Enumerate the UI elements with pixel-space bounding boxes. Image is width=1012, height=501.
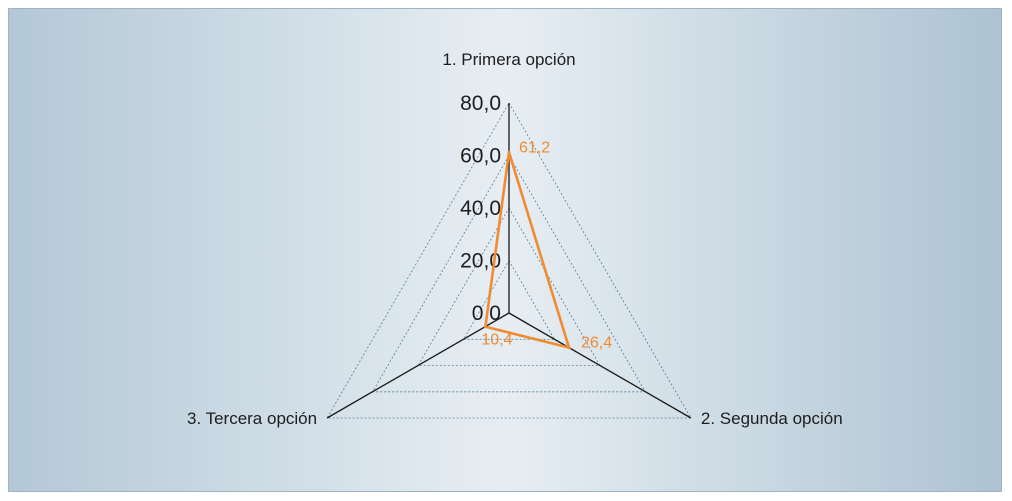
tick-label: 20,0	[460, 250, 501, 273]
category-label-1: 1. Primera opción	[442, 50, 575, 69]
series-line	[483, 151, 571, 350]
data-point	[567, 346, 571, 350]
grid-ring-3	[371, 154, 647, 393]
data-label: 61,2	[519, 139, 550, 156]
tick-label: 80,0	[460, 92, 501, 115]
grid-ring-1	[462, 259, 556, 340]
data-point	[483, 325, 487, 329]
axis-spoke-3	[326, 312, 510, 419]
chart-panel	[8, 8, 1002, 492]
grid-ring-4	[326, 102, 692, 419]
tick-label: 60,0	[460, 145, 501, 168]
tick-label: 40,0	[460, 197, 501, 220]
category-label-3: 3. Tercera opción	[187, 409, 317, 428]
data-label: 26,4	[581, 335, 612, 352]
grid-ring-2	[417, 207, 601, 366]
data-point	[507, 150, 511, 154]
axis-spoke-2	[508, 312, 692, 419]
data-label: 10,4	[481, 332, 512, 349]
category-label-2: 2. Segunda opción	[701, 409, 843, 428]
